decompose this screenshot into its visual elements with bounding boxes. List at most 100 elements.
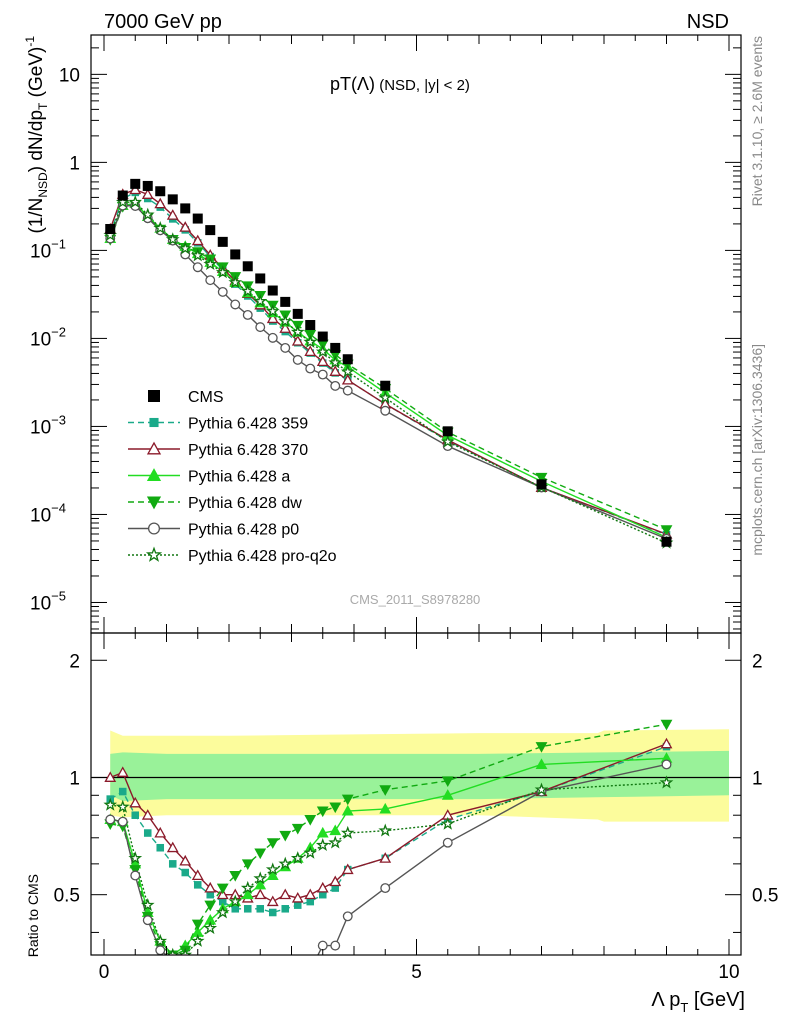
ratio-point-s370	[291, 891, 304, 903]
ratio-point-sproq2o	[534, 782, 549, 796]
main-title-sub: (NSD, |y| < 2)	[375, 77, 470, 94]
ratio-line-s370	[109, 743, 667, 903]
point-cms	[305, 320, 316, 331]
legend-marker-sdw	[146, 496, 162, 510]
ratio-point-s359	[168, 860, 177, 868]
y-tick-label-base: 1	[69, 153, 80, 174]
ratio-point-sp0	[193, 988, 202, 997]
ratio-point-sp0	[256, 988, 265, 997]
ratio-point-sproq2o	[265, 862, 280, 876]
ratio-point-sproq2o	[315, 837, 330, 852]
point-sproq2o	[253, 294, 268, 308]
point-s370	[291, 335, 304, 346]
point-sproq2o	[440, 434, 455, 448]
point-sproq2o	[328, 355, 343, 369]
point-s370	[191, 234, 204, 246]
ratio-point-sproq2o	[378, 823, 393, 837]
point-sp0	[255, 322, 266, 333]
point-s370	[166, 209, 179, 220]
y-tick-label-exp: −4	[51, 500, 66, 515]
point-sproq2o	[303, 334, 318, 348]
ratio-point-sp0	[317, 940, 328, 951]
main-panel-frame	[90, 34, 742, 634]
ratio-point-sdw	[379, 785, 392, 796]
legend-label-sp0: Pythia 6.428 p0	[188, 522, 299, 539]
point-cms	[280, 296, 291, 307]
ratio-point-sa	[535, 758, 548, 769]
point-sp0	[330, 380, 341, 391]
ratio-ylabel: Ratio to CMS	[25, 874, 41, 957]
ratio-point-s370	[316, 881, 329, 893]
y-tick-label-base: 10	[59, 65, 80, 86]
ratio-point-sp0	[105, 814, 116, 825]
ratio-point-sp0	[181, 977, 190, 986]
ratio-point-sdw	[204, 900, 217, 912]
ratio-point-sproq2o	[328, 835, 343, 849]
ratio-point-sp0	[142, 915, 153, 926]
ratio-line-sa	[110, 757, 667, 955]
header-right: NSD	[687, 11, 729, 33]
point-cms	[180, 203, 191, 214]
ratio-line-sproq2o	[110, 781, 667, 955]
point-sp0	[192, 262, 203, 273]
ratio-point-sdw	[266, 838, 279, 849]
ratio-point-sproq2o	[290, 851, 305, 865]
ratio-point-s370	[254, 888, 267, 900]
point-sproq2o	[203, 256, 218, 271]
point-s370	[341, 373, 354, 385]
y-tick-label-exp: −2	[51, 324, 66, 339]
ratio-point-sdw	[254, 848, 267, 860]
ratio-point-sp0	[206, 995, 215, 1004]
point-sproq2o	[190, 248, 205, 262]
ratio-point-sp0	[218, 995, 227, 1004]
ratio-point-sdw	[441, 776, 454, 788]
y-tick-label-base: 10	[30, 593, 51, 614]
ratio-point-sp0	[380, 883, 391, 894]
ratio-point-sp0	[342, 911, 353, 922]
ratio-point-sp0	[281, 977, 290, 986]
ratio-point-sp0	[330, 940, 341, 951]
ratio-point-sproq2o	[303, 845, 318, 859]
point-cms	[317, 331, 328, 342]
ratio-point-sdw	[304, 815, 317, 826]
point-cms	[130, 178, 141, 189]
side-label-rivet: Rivet 3.1.10, ≥ 2.6M events	[749, 36, 765, 206]
ratio-point-s359	[193, 881, 202, 889]
point-cms	[536, 479, 547, 490]
point-sp0	[205, 275, 216, 286]
point-cms	[380, 380, 391, 391]
point-sproq2o	[228, 275, 243, 289]
legend-marker-sa	[146, 468, 162, 481]
point-sp0	[230, 299, 241, 310]
point-s370	[279, 322, 292, 333]
ratio-point-sa	[316, 826, 329, 838]
point-cms	[242, 261, 253, 272]
ratio-point-sproq2o	[659, 775, 674, 789]
point-cms	[167, 194, 178, 205]
ratio-point-sproq2o	[240, 880, 255, 894]
ratio-point-s370	[104, 771, 117, 782]
point-cms	[142, 180, 153, 191]
main-ylabel: (1/NNSD) dN/dpT (GeV)-1	[23, 36, 50, 234]
ratio-point-s370	[166, 841, 179, 853]
y-tick-label-base: 10	[30, 329, 51, 350]
ratio-point-sproq2o	[115, 799, 130, 813]
point-cms	[192, 213, 203, 224]
ratio-y-tick-label: 0.5	[54, 886, 80, 907]
ratio-point-sproq2o	[153, 933, 168, 947]
point-cms	[217, 236, 228, 247]
y-tick-label: 10−5	[30, 588, 66, 614]
point-s370	[179, 221, 192, 232]
y-tick-label-base: 10	[30, 505, 51, 526]
point-sproq2o	[240, 284, 255, 298]
ratio-point-s359	[268, 908, 277, 917]
ratio-point-sa	[266, 869, 279, 881]
ratio-point-sproq2o	[165, 947, 180, 955]
ratio-point-s359	[231, 905, 240, 913]
point-s370	[154, 197, 167, 209]
point-cms	[117, 190, 128, 201]
legend-label-sdw: Pythia 6.428 dw	[188, 495, 302, 512]
ratio-point-sp0	[306, 966, 315, 975]
point-cms	[292, 308, 303, 319]
ratio-point-sdw	[129, 865, 142, 876]
